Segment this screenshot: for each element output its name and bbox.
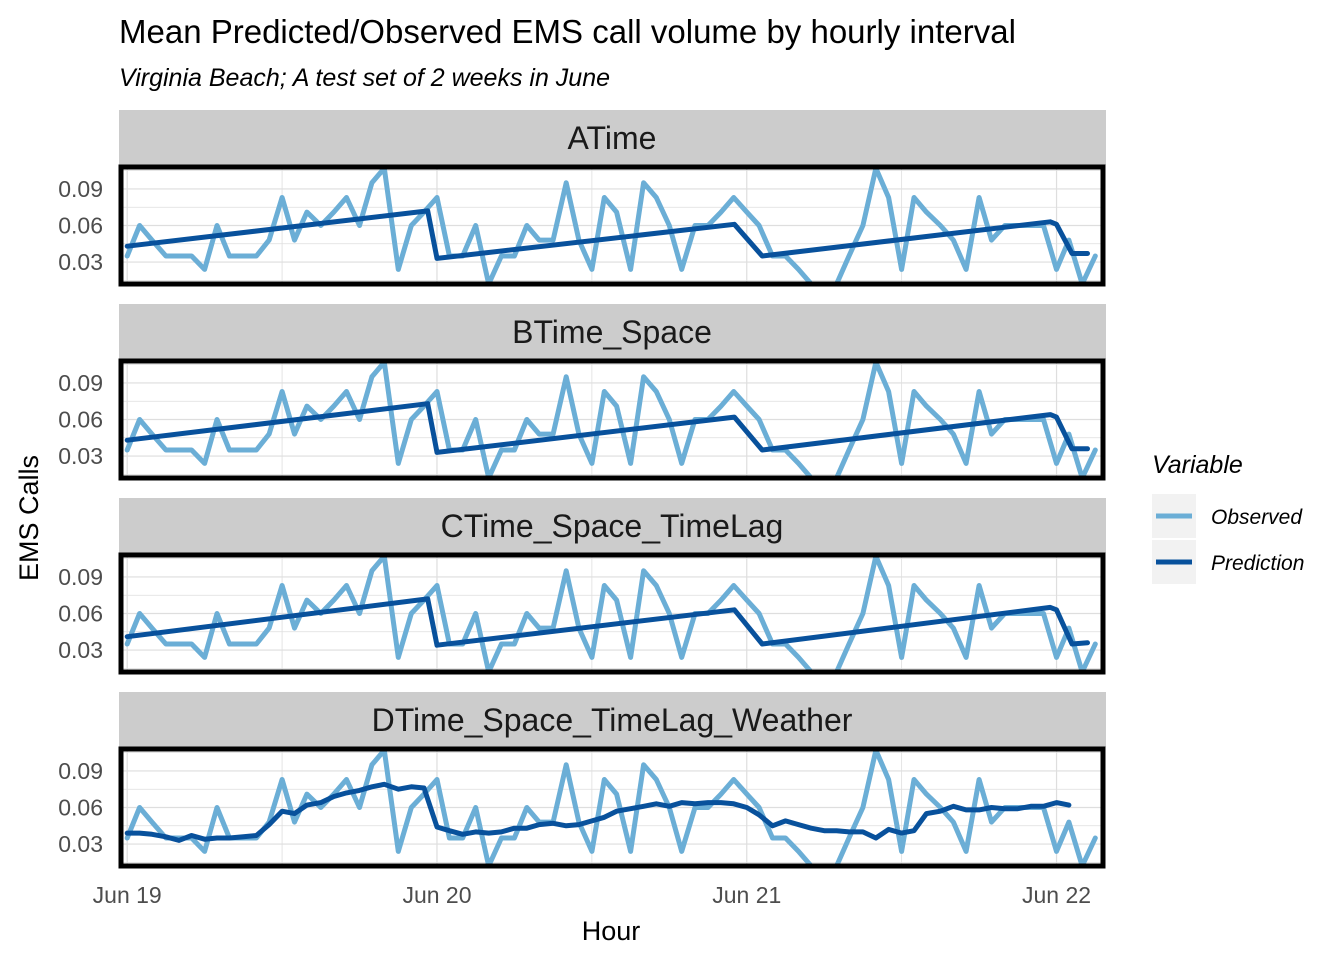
x-tick-label: Jun 20 [402,882,471,908]
x-axis-ticks: Jun 19 Jun 20 Jun 21 Jun 22 [93,882,1091,908]
facet-label: CTime_Space_TimeLag [441,508,784,544]
panel-border [118,164,1106,287]
x-axis-title: Hour [582,916,641,946]
facet-label: ATime [568,120,657,156]
observed-line [124,165,1098,287]
y-tick-label: 0.03 [58,249,103,275]
x-tick-label: Jun 21 [712,882,781,908]
observed-line [124,747,1098,869]
legend-label-observed: Observed [1211,506,1303,529]
legend-title: Variable [1152,451,1243,479]
chart-subtitle: Virginia Beach; A test set of 2 weeks in… [119,64,610,92]
x-tick-label: Jun 19 [93,882,162,908]
facet-strip [119,304,1106,359]
panel-border [118,552,1106,675]
facet-label: BTime_Space [512,314,712,350]
facet-strip [119,498,1106,553]
facet-panels: ATime 0.03 0.06 0.09 BTime_Space 0.03 0.06 0.09… [58,110,1106,869]
facet-panel: DTime_Space_TimeLag_Weather 0.03 0.06 0.09 [58,692,1106,869]
y-axis-title: EMS Calls [14,455,44,581]
facet-panel: BTime_Space 0.03 0.06 0.09 [58,304,1106,481]
prediction-line [124,208,1090,261]
observed-line [124,553,1098,675]
y-tick-label: 0.09 [58,758,103,784]
facet-panel: CTime_Space_TimeLag 0.03 0.06 0.09 [58,498,1106,675]
observed-line [124,359,1098,481]
y-tick-label: 0.06 [58,213,103,239]
y-tick-label: 0.09 [58,176,103,202]
panel-border [118,358,1106,481]
y-tick-label: 0.03 [58,637,103,663]
facet-strip [119,110,1106,165]
y-tick-label: 0.06 [58,601,103,627]
y-tick-label: 0.03 [58,831,103,857]
legend: Variable Observed Prediction [1152,451,1304,584]
y-tick-label: 0.03 [58,443,103,469]
y-tick-label: 0.06 [58,407,103,433]
y-tick-label: 0.09 [58,370,103,396]
y-tick-label: 0.09 [58,564,103,590]
facet-strip [119,692,1106,747]
prediction-line [124,781,1072,843]
y-tick-label: 0.06 [58,795,103,821]
facet-panel: ATime 0.03 0.06 0.09 [58,110,1106,287]
facet-label: DTime_Space_TimeLag_Weather [372,702,853,738]
chart-title: Mean Predicted/Observed EMS call volume … [119,13,1016,50]
legend-label-prediction: Prediction [1211,552,1304,575]
x-tick-label: Jun 22 [1022,882,1091,908]
panel-border [118,746,1106,869]
prediction-line [124,596,1090,648]
prediction-line [124,401,1090,455]
